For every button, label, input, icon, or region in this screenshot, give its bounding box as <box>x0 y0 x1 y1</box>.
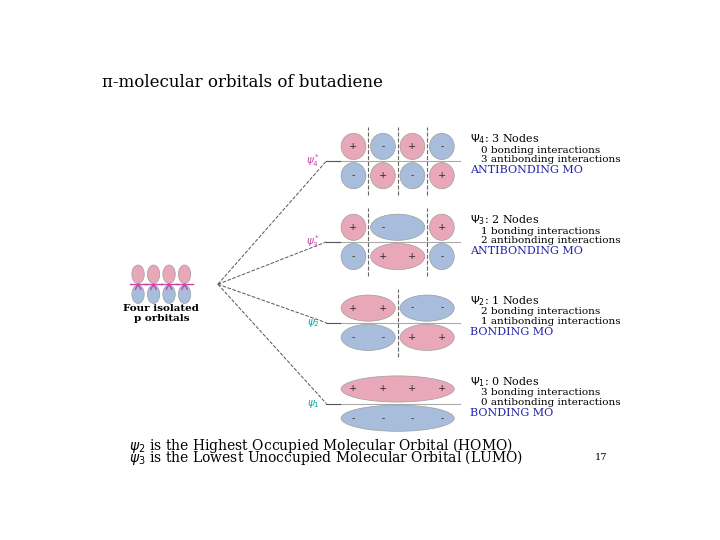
Text: +: + <box>438 171 446 180</box>
Ellipse shape <box>341 325 395 350</box>
Text: +: + <box>379 384 387 394</box>
Text: +: + <box>349 142 358 151</box>
Text: $\psi_1$: $\psi_1$ <box>307 397 320 410</box>
Text: p orbitals: p orbitals <box>133 314 189 322</box>
Text: $\Psi_2$: 1 Nodes: $\Psi_2$: 1 Nodes <box>469 294 539 308</box>
Text: -: - <box>440 142 444 151</box>
Text: BONDING MO: BONDING MO <box>469 327 553 337</box>
Text: -: - <box>440 414 444 423</box>
Text: -: - <box>440 252 444 261</box>
Ellipse shape <box>341 133 366 159</box>
Ellipse shape <box>341 295 395 321</box>
Text: 3 antibonding interactions: 3 antibonding interactions <box>481 155 620 164</box>
Ellipse shape <box>400 163 425 189</box>
Text: +: + <box>408 142 417 151</box>
Text: +: + <box>349 303 358 313</box>
Ellipse shape <box>132 285 144 303</box>
Text: -: - <box>382 333 384 342</box>
Text: 0 antibonding interactions: 0 antibonding interactions <box>481 397 620 407</box>
Text: -: - <box>382 414 384 423</box>
Text: +: + <box>379 252 387 261</box>
Text: +: + <box>408 252 417 261</box>
Text: +: + <box>438 223 446 232</box>
Text: 2 bonding interactions: 2 bonding interactions <box>481 307 600 316</box>
Ellipse shape <box>429 244 454 269</box>
Text: -: - <box>411 414 414 423</box>
Text: $\Psi_4$: 3 Nodes: $\Psi_4$: 3 Nodes <box>469 133 539 146</box>
Ellipse shape <box>148 265 160 284</box>
Text: +: + <box>349 223 358 232</box>
Ellipse shape <box>341 405 454 431</box>
Text: -: - <box>352 414 355 423</box>
Text: $\psi_2$: $\psi_2$ <box>307 317 320 329</box>
Text: $\Psi_1$: 0 Nodes: $\Psi_1$: 0 Nodes <box>469 375 539 389</box>
Ellipse shape <box>341 163 366 189</box>
Ellipse shape <box>371 133 395 159</box>
Text: -: - <box>382 223 384 232</box>
Text: BONDING MO: BONDING MO <box>469 408 553 418</box>
Text: 1 bonding interactions: 1 bonding interactions <box>481 227 600 235</box>
Ellipse shape <box>371 163 395 189</box>
Text: -: - <box>411 171 414 180</box>
Text: -: - <box>440 303 444 313</box>
Ellipse shape <box>132 265 144 284</box>
Ellipse shape <box>179 265 191 284</box>
Text: $\psi_3$ is the Lowest Unoccupied Molecular Orbital (LUMO): $\psi_3$ is the Lowest Unoccupied Molecu… <box>129 448 523 467</box>
Text: 17: 17 <box>595 453 608 462</box>
Text: $\psi_2$ is the Highest Occupied Molecular Orbital (HOMO): $\psi_2$ is the Highest Occupied Molecul… <box>129 436 513 455</box>
Text: ANTIBONDING MO: ANTIBONDING MO <box>469 246 582 256</box>
Text: Four isolated: Four isolated <box>123 305 199 313</box>
Text: +: + <box>438 333 446 342</box>
Text: -: - <box>352 252 355 261</box>
Ellipse shape <box>163 265 175 284</box>
Ellipse shape <box>429 214 454 240</box>
Ellipse shape <box>400 325 454 350</box>
Text: $\psi_4^*$: $\psi_4^*$ <box>306 153 320 170</box>
Text: 3 bonding interactions: 3 bonding interactions <box>481 388 600 397</box>
Ellipse shape <box>371 244 425 269</box>
Ellipse shape <box>371 214 425 240</box>
Ellipse shape <box>400 133 425 159</box>
Ellipse shape <box>341 376 454 402</box>
Ellipse shape <box>400 295 454 321</box>
Text: -: - <box>411 303 414 313</box>
Text: -: - <box>352 333 355 342</box>
Text: +: + <box>379 303 387 313</box>
Ellipse shape <box>179 285 191 303</box>
Ellipse shape <box>429 133 454 159</box>
Text: 0 bonding interactions: 0 bonding interactions <box>481 146 600 155</box>
Ellipse shape <box>163 285 175 303</box>
Text: +: + <box>408 333 417 342</box>
Text: -: - <box>382 142 384 151</box>
Text: -: - <box>352 171 355 180</box>
Ellipse shape <box>341 214 366 240</box>
Text: +: + <box>349 384 358 394</box>
Text: $\psi_3^*$: $\psi_3^*$ <box>306 233 320 251</box>
Ellipse shape <box>429 163 454 189</box>
Text: π-molecular orbitals of butadiene: π-molecular orbitals of butadiene <box>102 74 382 91</box>
Text: +: + <box>379 171 387 180</box>
Ellipse shape <box>148 285 160 303</box>
Text: 1 antibonding interactions: 1 antibonding interactions <box>481 316 620 326</box>
Ellipse shape <box>341 244 366 269</box>
Text: +: + <box>438 384 446 394</box>
Text: +: + <box>408 384 417 394</box>
Text: ANTIBONDING MO: ANTIBONDING MO <box>469 165 582 176</box>
Text: 2 antibonding interactions: 2 antibonding interactions <box>481 236 620 245</box>
Text: $\Psi_3$: 2 Nodes: $\Psi_3$: 2 Nodes <box>469 213 539 227</box>
